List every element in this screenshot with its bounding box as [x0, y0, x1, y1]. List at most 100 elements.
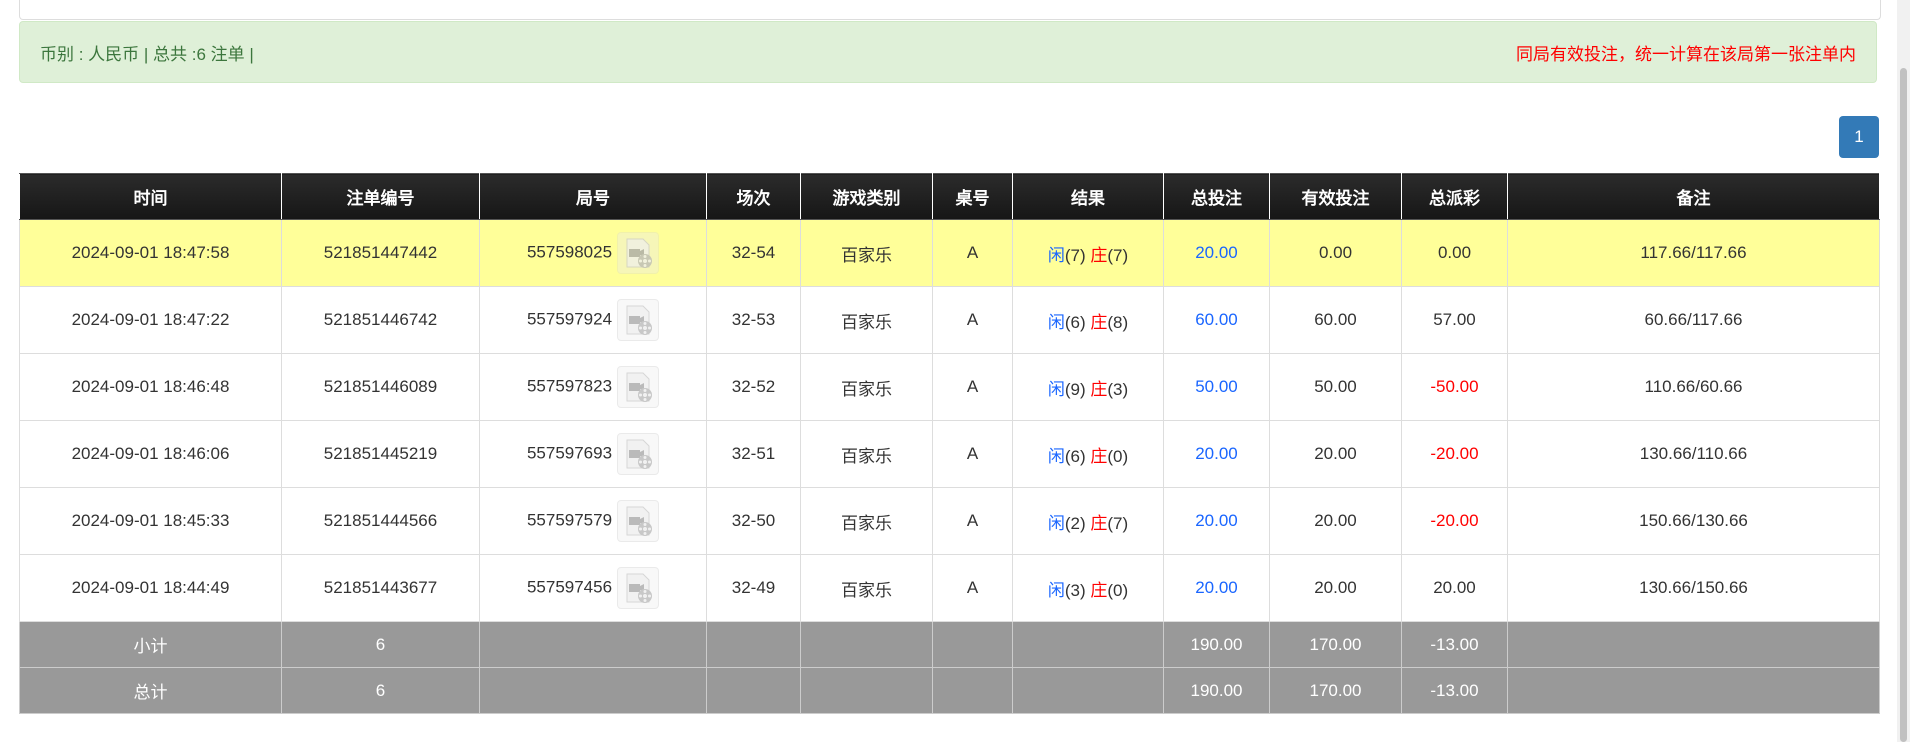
- video-replay-icon[interactable]: [617, 366, 660, 408]
- game-type-cell-text: 百家乐: [841, 446, 892, 466]
- valid-bet-cell-text: 60.00: [1314, 310, 1357, 329]
- session-cell-text: 32-49: [731, 578, 776, 597]
- table-row: 2024-09-01 18:44:49 521851443677 557597456…: [19, 554, 1880, 622]
- summary-payout: -13.00: [1401, 621, 1508, 668]
- note-cell: 110.66/60.66: [1507, 353, 1880, 421]
- table-cell-text: A: [966, 377, 979, 396]
- summary-total-bet-text: 190.00: [1190, 680, 1243, 700]
- column-header: 场次: [706, 173, 801, 220]
- empty-cell: [479, 621, 707, 668]
- round-cell: 557598025: [479, 219, 707, 287]
- game-type-cell: 百家乐: [800, 554, 933, 622]
- game-type-cell-text: 百家乐: [841, 312, 892, 332]
- round-cell: 557597456: [479, 554, 707, 622]
- note-cell: 150.66/130.66: [1507, 487, 1880, 555]
- time-cell: 2024-09-01 18:46:06: [19, 420, 282, 488]
- session-cell-text: 32-52: [731, 377, 776, 396]
- valid-bet-cell-text: 20.00: [1314, 444, 1357, 463]
- summary-label-text: 小计: [133, 637, 168, 656]
- table-cell: A: [932, 420, 1013, 488]
- total-bet-cell-text: 60.00: [1195, 310, 1238, 329]
- column-header: 备注: [1507, 173, 1880, 220]
- session-cell: 32-54: [706, 219, 801, 287]
- note-cell: 60.66/117.66: [1507, 286, 1880, 354]
- player-points: (9): [1064, 379, 1086, 399]
- note-cell-text: 150.66/130.66: [1639, 511, 1748, 530]
- scrollbar-thumb[interactable]: [1900, 68, 1907, 742]
- player-points: (6): [1064, 312, 1086, 332]
- note-cell: 130.66/150.66: [1507, 554, 1880, 622]
- banker-label: 庄: [1090, 513, 1108, 533]
- banker-label: 庄: [1090, 379, 1108, 399]
- session-cell-text: 32-54: [731, 243, 776, 262]
- player-label: 闲: [1047, 513, 1065, 533]
- video-replay-icon[interactable]: [617, 232, 660, 274]
- summary-valid-bet-text: 170.00: [1309, 680, 1362, 700]
- summary-total-bet-text: 190.00: [1190, 634, 1243, 654]
- player-label: 闲: [1047, 312, 1065, 332]
- valid-bet-cell: 20.00: [1269, 554, 1402, 622]
- time-cell: 2024-09-01 18:45:33: [19, 487, 282, 555]
- session-cell: 32-53: [706, 286, 801, 354]
- session-cell-text: 32-51: [731, 444, 776, 463]
- valid-bet-cell-text: 0.00: [1318, 243, 1353, 262]
- time-cell-text: 2024-09-01 18:45:33: [71, 511, 230, 530]
- table-row: 2024-09-01 18:46:06 521851445219 557597693…: [19, 420, 1880, 488]
- valid-bet-cell: 20.00: [1269, 487, 1402, 555]
- table-row: 2024-09-01 18:47:58 521851447442 557598025…: [19, 219, 1880, 287]
- game-type-cell: 百家乐: [800, 420, 933, 488]
- bet-id-cell-text: 521851443677: [323, 578, 438, 597]
- banker-label: 庄: [1090, 245, 1108, 265]
- table-cell: A: [932, 353, 1013, 421]
- video-replay-icon[interactable]: [617, 500, 660, 542]
- total-bet-cell-text: 50.00: [1195, 377, 1238, 396]
- column-header: 结果: [1012, 173, 1164, 220]
- result-cell: 闲(9) 庄(3): [1012, 353, 1164, 421]
- player-label: 闲: [1047, 580, 1065, 600]
- summary-count: 6: [281, 621, 480, 668]
- round-number: 557597823: [526, 376, 613, 396]
- table-cell: A: [932, 554, 1013, 622]
- note-cell-text: 130.66/110.66: [1639, 444, 1748, 463]
- round-cell: 557597823: [479, 353, 707, 421]
- payout-cell-text: 20.00: [1433, 578, 1476, 597]
- valid-bet-cell-text: 20.00: [1314, 578, 1357, 597]
- round-number: 557597456: [526, 577, 613, 597]
- total-bet-cell: 20.00: [1163, 554, 1270, 622]
- result-cell: 闲(7) 庄(7): [1012, 219, 1164, 287]
- game-type-cell-text: 百家乐: [841, 580, 892, 600]
- scrollbar[interactable]: [1897, 0, 1910, 742]
- bet-id-cell: 521851446089: [281, 353, 480, 421]
- column-header: 桌号: [932, 173, 1013, 220]
- valid-bet-cell: 20.00: [1269, 420, 1402, 488]
- player-points: (6): [1064, 446, 1086, 466]
- pagination-page-1[interactable]: 1: [1839, 116, 1879, 158]
- result-cell: 闲(6) 庄(0): [1012, 420, 1164, 488]
- summary-count-text: 6: [375, 680, 386, 700]
- payout-cell: 57.00: [1401, 286, 1508, 354]
- column-header: 总投注: [1163, 173, 1270, 220]
- table-row: 2024-09-01 18:47:22 521851446742 557597924…: [19, 286, 1880, 354]
- total-bet-cell: 50.00: [1163, 353, 1270, 421]
- video-replay-icon[interactable]: [617, 299, 660, 341]
- game-type-cell: 百家乐: [800, 286, 933, 354]
- banker-points: (7): [1107, 513, 1129, 533]
- summary-info: 币别 : 人民币 | 总共 :6 注单 |: [40, 44, 254, 64]
- bet-id-cell: 521851447442: [281, 219, 480, 287]
- bet-id-cell: 521851444566: [281, 487, 480, 555]
- payout-cell: -20.00: [1401, 487, 1508, 555]
- summary-label-text: 总计: [133, 683, 168, 702]
- video-replay-icon[interactable]: [617, 567, 660, 609]
- time-cell: 2024-09-01 18:47:58: [19, 219, 282, 287]
- round-number: 557597693: [526, 443, 613, 463]
- table-cell: A: [932, 487, 1013, 555]
- total-bet-cell-text: 20.00: [1195, 444, 1238, 463]
- session-cell: 32-52: [706, 353, 801, 421]
- round-cell: 557597579: [479, 487, 707, 555]
- video-replay-icon[interactable]: [617, 433, 660, 475]
- time-cell: 2024-09-01 18:47:22: [19, 286, 282, 354]
- empty-cell: [1012, 667, 1164, 714]
- player-label: 闲: [1047, 245, 1065, 265]
- empty-cell: [479, 667, 707, 714]
- total-bet-cell: 20.00: [1163, 420, 1270, 488]
